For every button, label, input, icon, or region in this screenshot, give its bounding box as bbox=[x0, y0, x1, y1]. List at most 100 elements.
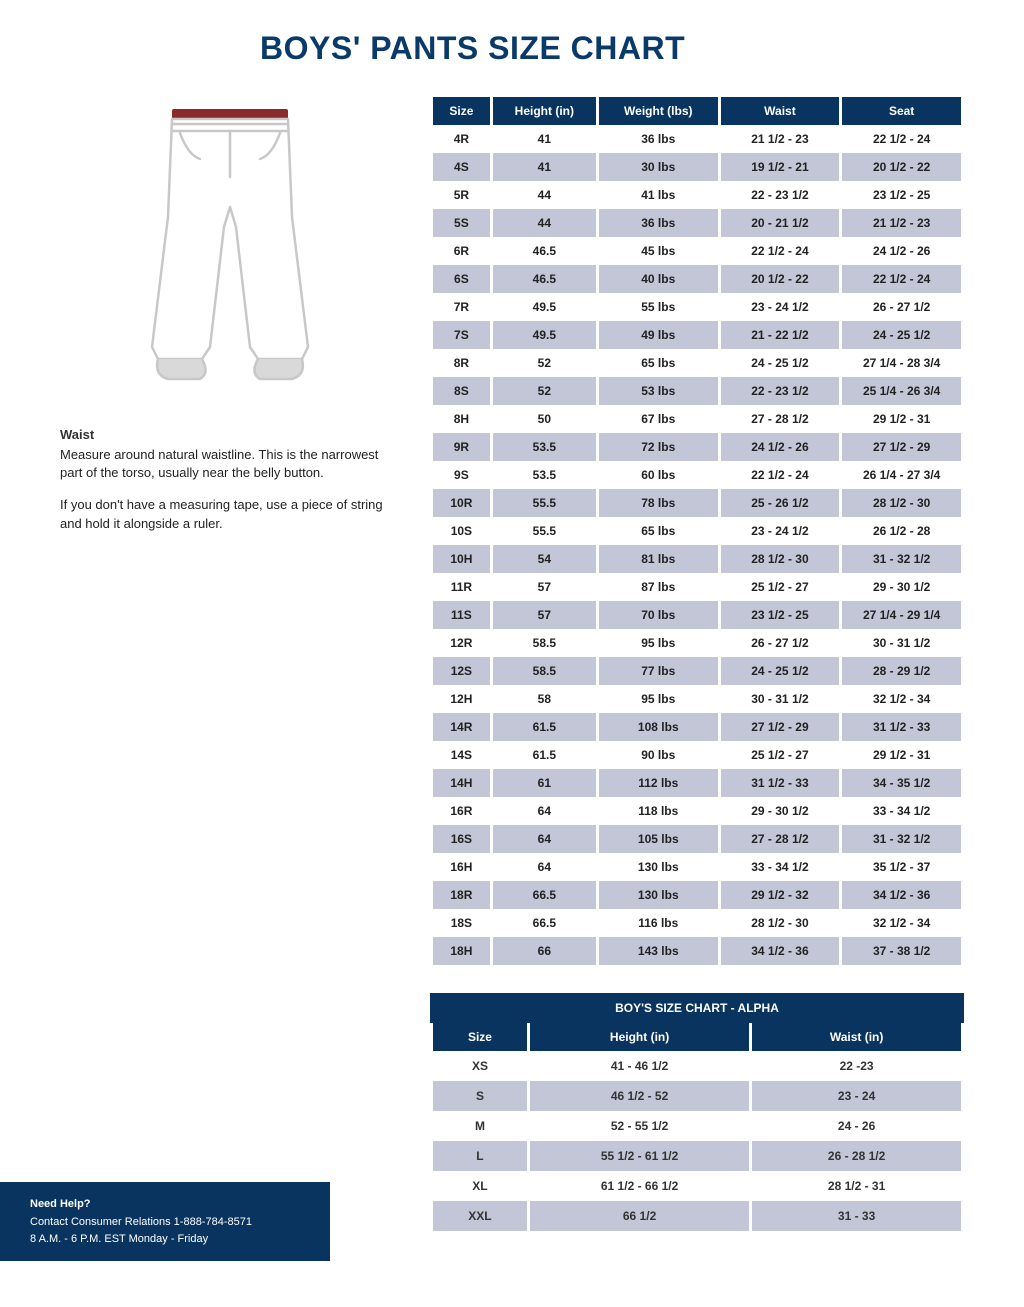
table-cell: 64 bbox=[493, 853, 596, 881]
table-cell: 41 bbox=[493, 153, 596, 181]
table-cell: 143 lbs bbox=[599, 937, 718, 965]
table-cell: 33 - 34 1/2 bbox=[842, 797, 961, 825]
alpha-size-table: SizeHeight (in)Waist (in) XS41 - 46 1/22… bbox=[430, 1023, 964, 1231]
instructions-heading: Waist bbox=[60, 427, 400, 442]
table-cell: 26 1/2 - 28 bbox=[842, 517, 961, 545]
table-cell: 10H bbox=[433, 545, 490, 573]
table-cell: 11S bbox=[433, 601, 490, 629]
table-cell: 44 bbox=[493, 181, 596, 209]
table-cell: 11R bbox=[433, 573, 490, 601]
table-cell: 66.5 bbox=[493, 881, 596, 909]
table-cell: 21 - 22 1/2 bbox=[721, 321, 840, 349]
table-cell: 22 - 23 1/2 bbox=[721, 377, 840, 405]
table-cell: 16R bbox=[433, 797, 490, 825]
table-cell: XL bbox=[433, 1171, 527, 1201]
table-row: S46 1/2 - 5223 - 24 bbox=[433, 1081, 961, 1111]
table-cell: 77 lbs bbox=[599, 657, 718, 685]
table-row: M52 - 55 1/224 - 26 bbox=[433, 1111, 961, 1141]
table-cell: 9R bbox=[433, 433, 490, 461]
table-cell: 35 1/2 - 37 bbox=[842, 853, 961, 881]
table-cell: 32 1/2 - 34 bbox=[842, 909, 961, 937]
main-table-header: Size bbox=[433, 97, 490, 125]
table-cell: 66 bbox=[493, 937, 596, 965]
table-cell: 27 - 28 1/2 bbox=[721, 405, 840, 433]
table-row: 11S5770 lbs23 1/2 - 2527 1/4 - 29 1/4 bbox=[433, 601, 961, 629]
table-cell: 7S bbox=[433, 321, 490, 349]
table-cell: 16S bbox=[433, 825, 490, 853]
table-cell: 26 - 27 1/2 bbox=[721, 629, 840, 657]
main-table-header: Weight (lbs) bbox=[599, 97, 718, 125]
table-cell: 45 lbs bbox=[599, 237, 718, 265]
table-row: 6S46.540 lbs20 1/2 - 2222 1/2 - 24 bbox=[433, 265, 961, 293]
table-cell: 78 lbs bbox=[599, 489, 718, 517]
table-cell: 28 - 29 1/2 bbox=[842, 657, 961, 685]
table-cell: 95 lbs bbox=[599, 629, 718, 657]
table-cell: 40 lbs bbox=[599, 265, 718, 293]
table-cell: 105 lbs bbox=[599, 825, 718, 853]
table-cell: 24 - 26 bbox=[752, 1111, 961, 1141]
table-cell: 25 - 26 1/2 bbox=[721, 489, 840, 517]
table-cell: 5S bbox=[433, 209, 490, 237]
table-cell: 61 bbox=[493, 769, 596, 797]
table-cell: M bbox=[433, 1111, 527, 1141]
table-row: 9R53.572 lbs24 1/2 - 2627 1/2 - 29 bbox=[433, 433, 961, 461]
table-cell: 4R bbox=[433, 125, 490, 153]
table-cell: 18H bbox=[433, 937, 490, 965]
main-table-header: Waist bbox=[721, 97, 840, 125]
pants-illustration bbox=[110, 97, 350, 397]
table-cell: 112 lbs bbox=[599, 769, 718, 797]
table-cell: 36 lbs bbox=[599, 125, 718, 153]
table-cell: 30 - 31 1/2 bbox=[721, 685, 840, 713]
table-cell: 24 - 25 1/2 bbox=[842, 321, 961, 349]
help-line-2: 8 A.M. - 6 P.M. EST Monday - Friday bbox=[30, 1231, 306, 1248]
table-cell: 108 lbs bbox=[599, 713, 718, 741]
table-cell: 4S bbox=[433, 153, 490, 181]
table-cell: 24 - 25 1/2 bbox=[721, 657, 840, 685]
table-row: 16R64118 lbs29 - 30 1/233 - 34 1/2 bbox=[433, 797, 961, 825]
table-cell: 24 1/2 - 26 bbox=[842, 237, 961, 265]
table-cell: 60 lbs bbox=[599, 461, 718, 489]
table-cell: 58 bbox=[493, 685, 596, 713]
table-row: 4S4130 lbs19 1/2 - 2120 1/2 - 22 bbox=[433, 153, 961, 181]
table-row: XS41 - 46 1/222 -23 bbox=[433, 1051, 961, 1081]
table-cell: 29 - 30 1/2 bbox=[842, 573, 961, 601]
table-cell: S bbox=[433, 1081, 527, 1111]
table-cell: 31 1/2 - 33 bbox=[721, 769, 840, 797]
table-cell: 95 lbs bbox=[599, 685, 718, 713]
table-cell: 67 lbs bbox=[599, 405, 718, 433]
table-row: 18R66.5130 lbs29 1/2 - 3234 1/2 - 36 bbox=[433, 881, 961, 909]
table-cell: 26 - 27 1/2 bbox=[842, 293, 961, 321]
table-cell: 65 lbs bbox=[599, 349, 718, 377]
table-cell: 57 bbox=[493, 573, 596, 601]
table-cell: 34 - 35 1/2 bbox=[842, 769, 961, 797]
table-cell: 53.5 bbox=[493, 433, 596, 461]
table-cell: 21 1/2 - 23 bbox=[842, 209, 961, 237]
table-cell: 130 lbs bbox=[599, 881, 718, 909]
help-box: Need Help? Contact Consumer Relations 1-… bbox=[0, 1182, 330, 1262]
table-cell: 46 1/2 - 52 bbox=[530, 1081, 749, 1111]
table-row: 11R5787 lbs25 1/2 - 2729 - 30 1/2 bbox=[433, 573, 961, 601]
table-cell: 41 lbs bbox=[599, 181, 718, 209]
table-cell: 23 - 24 1/2 bbox=[721, 293, 840, 321]
table-cell: 8R bbox=[433, 349, 490, 377]
table-row: 14R61.5108 lbs27 1/2 - 2931 1/2 - 33 bbox=[433, 713, 961, 741]
table-cell: 27 - 28 1/2 bbox=[721, 825, 840, 853]
table-row: 12R58.595 lbs26 - 27 1/230 - 31 1/2 bbox=[433, 629, 961, 657]
table-cell: 41 - 46 1/2 bbox=[530, 1051, 749, 1081]
table-cell: 23 1/2 - 25 bbox=[842, 181, 961, 209]
table-row: 14H61112 lbs31 1/2 - 3334 - 35 1/2 bbox=[433, 769, 961, 797]
table-cell: 9S bbox=[433, 461, 490, 489]
table-cell: L bbox=[433, 1141, 527, 1171]
table-cell: 21 1/2 - 23 bbox=[721, 125, 840, 153]
table-cell: 116 lbs bbox=[599, 909, 718, 937]
table-cell: 27 1/2 - 29 bbox=[842, 433, 961, 461]
instructions-p2: If you don't have a measuring tape, use … bbox=[60, 496, 400, 532]
table-cell: 25 1/2 - 27 bbox=[721, 741, 840, 769]
table-cell: 8S bbox=[433, 377, 490, 405]
table-cell: 20 1/2 - 22 bbox=[721, 265, 840, 293]
table-cell: 57 bbox=[493, 601, 596, 629]
table-cell: 34 1/2 - 36 bbox=[842, 881, 961, 909]
table-cell: 130 lbs bbox=[599, 853, 718, 881]
table-cell: 22 1/2 - 24 bbox=[842, 125, 961, 153]
table-row: 12H5895 lbs30 - 31 1/232 1/2 - 34 bbox=[433, 685, 961, 713]
